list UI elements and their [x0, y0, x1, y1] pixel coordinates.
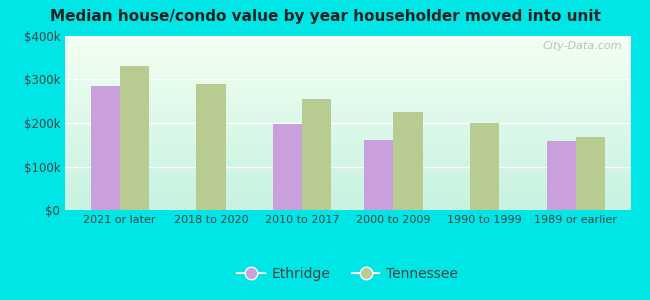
Bar [393, 112, 422, 210]
Bar [120, 66, 149, 210]
Bar [302, 99, 332, 210]
Bar [364, 140, 393, 210]
Bar [90, 86, 120, 210]
Bar [547, 141, 576, 210]
Text: City-Data.com: City-Data.com [543, 41, 622, 51]
Legend: Ethridge, Tennessee: Ethridge, Tennessee [231, 262, 464, 286]
Bar [196, 84, 226, 210]
Bar [273, 124, 302, 210]
Bar [470, 123, 499, 210]
Text: Median house/condo value by year householder moved into unit: Median house/condo value by year househo… [49, 9, 601, 24]
Bar [576, 137, 605, 210]
